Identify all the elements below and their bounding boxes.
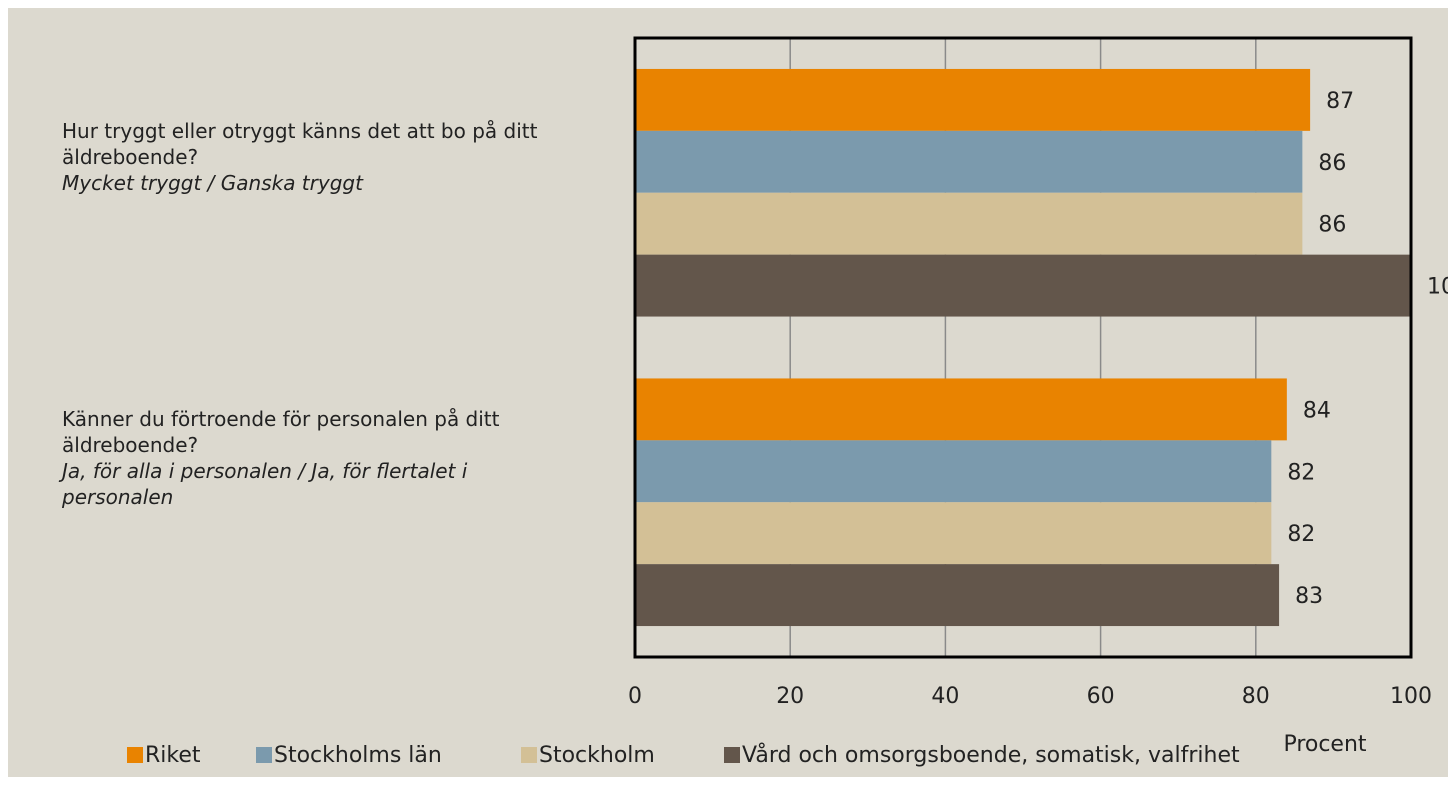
value-label: 83 [1295, 584, 1323, 609]
value-label: 84 [1303, 398, 1331, 423]
bar [635, 130, 1303, 193]
value-label: 100 [1427, 275, 1448, 300]
x-tick-label: 60 [1087, 684, 1115, 709]
value-label: 82 [1287, 460, 1315, 485]
legend-swatch [724, 747, 740, 763]
legend-label: Riket [145, 743, 201, 768]
bar [635, 564, 1280, 627]
x-tick-label: 20 [776, 684, 804, 709]
legend-swatch [127, 747, 143, 763]
bar [635, 502, 1272, 565]
bar [635, 378, 1287, 441]
legend-label: Vård och omsorgsboende, somatisk, valfri… [742, 742, 1240, 768]
category-text: Känner du förtroende för personalen på d… [62, 407, 500, 457]
plot-border [633, 36, 1413, 659]
category-note: Ja, för alla i personalen / Ja, för fler… [62, 459, 468, 509]
value-label: 86 [1318, 213, 1346, 238]
legend-label: Stockholm [539, 743, 655, 768]
bar [635, 254, 1411, 317]
category-note: Mycket tryggt / Ganska tryggt [62, 171, 363, 195]
bar [635, 192, 1303, 255]
category-label: Känner du förtroende för personalen på d… [62, 406, 582, 510]
x-tick-label: 40 [931, 684, 959, 709]
legend-label: Stockholms län [274, 743, 442, 768]
bar [635, 68, 1311, 131]
value-label: 86 [1318, 151, 1346, 176]
legend-swatch [256, 747, 272, 763]
value-label: 82 [1287, 522, 1315, 547]
category-text: Hur tryggt eller otryggt känns det att b… [62, 119, 538, 169]
x-tick-label: 100 [1390, 684, 1432, 709]
x-tick-label: 0 [628, 684, 642, 709]
value-label: 87 [1326, 89, 1354, 114]
x-tick-label: 80 [1242, 684, 1270, 709]
legend-swatch [521, 747, 537, 763]
bar [635, 440, 1272, 503]
category-label: Hur tryggt eller otryggt känns det att b… [62, 118, 582, 196]
x-axis-label: Procent [1283, 732, 1366, 757]
